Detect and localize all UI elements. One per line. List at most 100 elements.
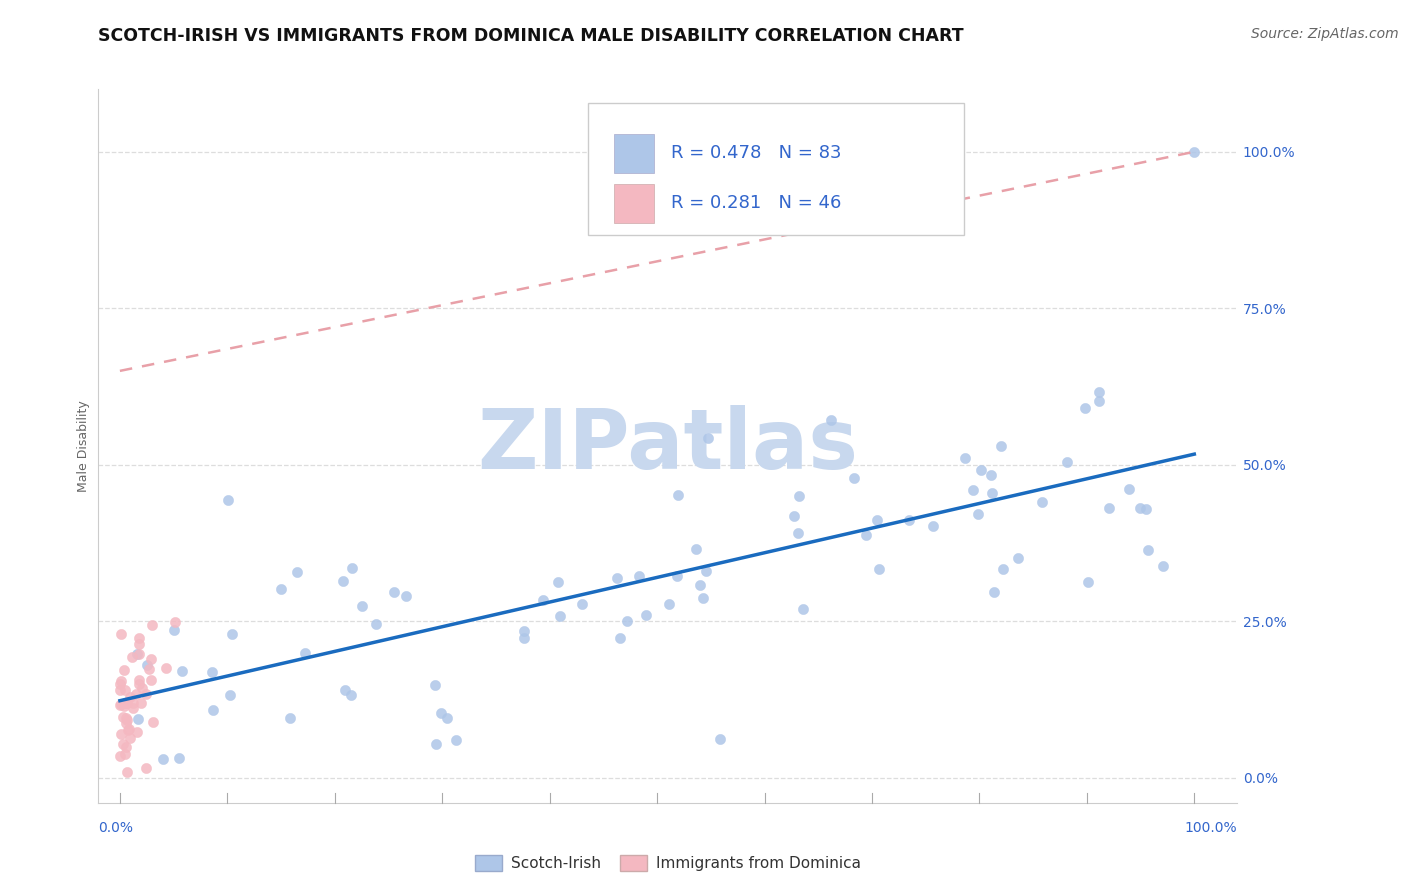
Point <box>128 647 150 661</box>
Point <box>110 626 132 640</box>
Point <box>571 597 593 611</box>
Point <box>1098 501 1121 516</box>
Point <box>1118 483 1140 497</box>
Point <box>202 703 225 717</box>
Point <box>446 733 468 747</box>
Point <box>980 467 1002 482</box>
Point <box>112 710 135 724</box>
Text: ZIPatlas: ZIPatlas <box>478 406 858 486</box>
Point <box>141 618 163 632</box>
Point <box>628 569 651 583</box>
Point <box>436 711 458 725</box>
Point <box>114 696 136 710</box>
Point <box>118 722 141 736</box>
Point <box>294 646 316 660</box>
Point <box>953 451 976 466</box>
Point <box>692 591 714 605</box>
Point <box>118 690 141 704</box>
Point <box>142 715 165 730</box>
Legend: Scotch-Irish, Immigrants from Dominica: Scotch-Irish, Immigrants from Dominica <box>468 849 868 877</box>
Point <box>364 616 387 631</box>
Point <box>983 585 1005 599</box>
Point <box>152 752 174 766</box>
Text: Source: ZipAtlas.com: Source: ZipAtlas.com <box>1251 27 1399 41</box>
Point <box>110 748 132 763</box>
Text: 100.0%: 100.0% <box>1185 821 1237 835</box>
Point <box>787 490 810 504</box>
Point <box>547 575 569 590</box>
Point <box>616 614 638 628</box>
Point <box>1007 550 1029 565</box>
Point <box>842 471 865 485</box>
Point <box>128 677 150 691</box>
Point <box>127 712 149 726</box>
Point <box>333 682 356 697</box>
Point <box>136 657 159 672</box>
Y-axis label: Male Disability: Male Disability <box>77 401 90 491</box>
Point <box>110 698 132 712</box>
Point <box>120 731 142 745</box>
Point <box>993 562 1015 576</box>
FancyBboxPatch shape <box>614 184 654 223</box>
Point <box>695 564 717 578</box>
Point <box>855 527 877 541</box>
Point <box>1182 145 1205 159</box>
Point <box>270 582 292 597</box>
Point <box>287 565 309 579</box>
Point <box>513 624 536 639</box>
Point <box>110 698 132 713</box>
Point <box>278 710 301 724</box>
Point <box>170 664 193 678</box>
Point <box>128 631 150 645</box>
Point <box>425 677 447 691</box>
Point <box>128 673 150 688</box>
Point <box>922 519 945 533</box>
Point <box>122 701 145 715</box>
Point <box>666 488 689 502</box>
Point <box>114 747 136 762</box>
Point <box>110 677 132 691</box>
Point <box>606 572 628 586</box>
Point <box>685 541 707 556</box>
Point <box>783 509 806 524</box>
Point <box>121 650 143 665</box>
Point <box>200 665 222 679</box>
Point <box>1031 494 1053 508</box>
Point <box>395 589 418 603</box>
Point <box>218 688 240 702</box>
Point <box>513 631 536 645</box>
Point <box>967 507 990 521</box>
Point <box>340 561 363 575</box>
Point <box>117 723 139 737</box>
Text: R = 0.281   N = 46: R = 0.281 N = 46 <box>671 194 842 212</box>
Point <box>970 463 993 477</box>
Point <box>139 673 162 687</box>
FancyBboxPatch shape <box>588 103 965 235</box>
Point <box>1135 501 1157 516</box>
Point <box>869 562 891 576</box>
Point <box>122 696 145 710</box>
Point <box>634 607 657 622</box>
Point <box>221 627 243 641</box>
Point <box>382 585 405 599</box>
Point <box>666 569 689 583</box>
Point <box>115 716 138 731</box>
Point <box>962 483 984 497</box>
Point <box>169 751 191 765</box>
FancyBboxPatch shape <box>614 134 654 173</box>
Point <box>134 761 156 775</box>
Point <box>125 724 148 739</box>
Point <box>128 637 150 651</box>
Text: SCOTCH-IRISH VS IMMIGRANTS FROM DOMINICA MALE DISABILITY CORRELATION CHART: SCOTCH-IRISH VS IMMIGRANTS FROM DOMINICA… <box>98 27 965 45</box>
Point <box>1152 559 1174 574</box>
Point <box>155 661 177 675</box>
Point <box>658 597 681 611</box>
Point <box>110 673 132 688</box>
Point <box>129 696 152 710</box>
Point <box>112 737 135 751</box>
Text: 0.0%: 0.0% <box>98 821 134 835</box>
Point <box>115 697 138 711</box>
Point <box>792 602 814 616</box>
Point <box>112 698 135 713</box>
Point <box>981 486 1004 500</box>
